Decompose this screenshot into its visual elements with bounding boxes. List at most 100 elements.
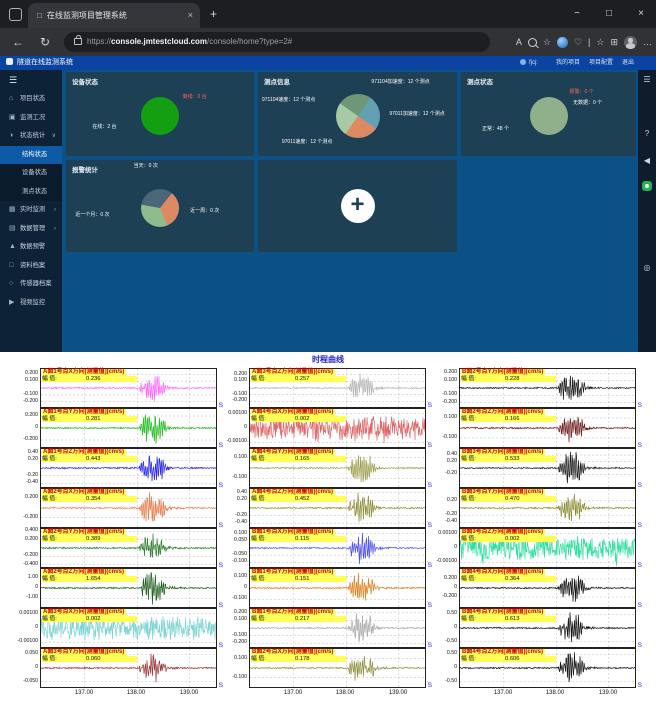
header-link-1[interactable]: 项目配置 [588,60,613,66]
profile-avatar[interactable] [624,35,637,49]
pie-label: 97011加速度：12 个测点 [389,110,445,117]
rail-apps-icon[interactable]: ◎ [643,263,651,272]
sidebar-item-2[interactable]: ◑ 状态统计 ∨ [0,127,62,146]
lock-icon [74,35,82,45]
chart-title: A面4号点Z方向[测量值](cm/s) [251,489,336,496]
browser-tab[interactable]: □ 在线监测项目管理系统 × [28,3,200,28]
sidebar-item-9[interactable]: □ 资料档案 [0,257,62,276]
url-domain: console.jmtestcloud.com [111,37,208,46]
chart-amplitude: 幅 值: 0.364 [461,575,556,582]
window-maximize-button[interactable]: □ [605,8,613,19]
y-tick-label: 0.100 [234,377,247,384]
chart-cell: 0.200 0 -0.200 A面1号点Y方向[测量值](cm/s) 幅 值: 0.281… [0,408,223,449]
x-axis-unit: S [427,562,432,569]
pie-chart-alarm-stats [141,188,179,227]
waveform-plot: B面1号点Y方向[测量值](cm/s) 幅 值: 0.151 S [249,568,432,609]
sidebar-item-4[interactable]: 设备状态 [0,164,62,183]
x-axis-unit: S [637,482,642,489]
tab-close-icon[interactable]: × [187,10,193,20]
y-tick-label: 0.100 [444,414,457,420]
sidebar-item-7[interactable]: ▤ 数据管理 › [0,220,62,239]
browser-essentials-icon[interactable]: ♡ [573,36,583,47]
tab-actions-icon[interactable] [9,8,22,21]
favorites-icon[interactable]: ☆ [542,36,551,47]
sidebar-item-1[interactable]: ▣ 监测工况 [0,109,62,128]
amplitude-label: 幅 值: [461,615,476,622]
read-aloud-icon[interactable]: A [515,37,522,47]
y-tick-label: 0 [454,664,457,670]
x-tick-label: 139.00 [388,690,408,696]
chart-title: A面1号点Y方向[测量值](cm/s) [42,409,127,416]
sidebar-collapse-icon[interactable]: ☰ [9,75,18,85]
x-axis-unit: S [427,442,432,449]
x-axis-unit: S [427,682,432,689]
user-label[interactable]: fjcj: [519,56,538,70]
sidebar-item-3[interactable]: 结构状态 [0,145,62,164]
rail-help-icon[interactable]: ? [644,129,650,138]
add-project-button[interactable]: + [340,189,375,223]
rail-audio-icon[interactable]: ◀ [643,156,651,165]
reload-button[interactable]: ↻ [40,35,51,49]
panel-point-status: 测点状态 报警：0 个无数据：0 个正常：48 个 [461,72,636,156]
search-icon[interactable] [527,37,537,47]
sidebar-item-6[interactable]: ▦ 实时监测 › [0,201,62,220]
waveform-plot: A面3号点Y方向[测量值](cm/s) 幅 值: 0.060 S [40,648,223,689]
sidebar-item-label: 数据管理 [20,224,46,232]
y-tick-label: 0.100 [234,654,247,661]
chart-title: A面1号点Z方向[测量值](cm/s) [42,449,127,456]
waveform-plot: A面3号点Z方向[测量值](cm/s) 幅 值: 0.257 S [249,368,432,409]
chart-title: B面2号点Y方向[测量值](cm/s) [461,369,546,376]
sidebar-item-icon: ▦ [9,206,16,213]
y-tick-label: 0 [244,584,247,590]
chart-cell: 0.050 0 -0.050 A面3号点Y方向[测量值](cm/s) 幅 值: 0.060… [0,648,223,689]
amplitude-label: 幅 值: [251,455,266,462]
url-prefix: https:// [87,37,112,46]
chart-title: A面3号点X方向[测量值](cm/s) [42,609,127,616]
panel-device-status: 设备状态 离线：0 台在线：2 台 [66,72,254,156]
sidebar-item-0[interactable]: ⌂ 项目状态 [0,90,62,109]
window-minimize-button[interactable]: − [574,8,580,19]
chart-amplitude: 幅 值: 0.002 [42,615,137,622]
waveform-plot: B面2号点Z方向[测量值](cm/s) 幅 值: 0.166 S [459,408,642,449]
chart-cell: 0.20 -0.20 -0.40 B面3号点Y方向[测量值](cm/s) 幅 值: 0.4… [419,488,642,529]
rail-menu-icon[interactable]: ☰ [643,75,651,84]
sidebar-item-11[interactable]: ▶ 视频监控 [0,294,62,313]
y-tick-label: 0 [244,424,247,430]
sidebar-item-5[interactable]: 测点状态 [0,182,62,201]
amplitude-value: 0.364 [505,575,520,582]
back-button[interactable]: ← [12,35,24,49]
waveform-plot: B面3号点X方向[测量值](cm/s) 幅 值: 0.533 S [459,448,642,489]
y-tick-label: -0.00100 [436,558,457,565]
y-tick-label: -0.100 [442,434,457,440]
amplitude-value: 0.002 [295,415,310,422]
extension-icon[interactable] [556,36,568,48]
favorites-bar-icon[interactable]: ☆ [596,36,605,47]
sidebar-item-10[interactable]: ○ 传感器档案 [0,275,62,294]
waveform-plot: B面1号点Z方向[测量值](cm/s) 幅 值: 0.217 S [249,608,432,649]
amplitude-label: 幅 值: [461,535,476,542]
rail-chat-icon[interactable] [638,181,656,193]
new-tab-button[interactable]: + [210,7,218,21]
chart-cell: 0.40 0.20 -0.20 -0.40 A面4号点Z方向[测量值](cm/s) 幅 值… [209,488,432,529]
amplitude-value: 0.002 [505,535,520,542]
y-tick-label: -0.400 [23,560,38,567]
panel-point-info: 测点信息 971104加速度：12 个测点 97011加速度：12 个测点 97011… [258,72,457,156]
window-close-button[interactable]: × [638,8,644,19]
chart-cell: 0.40 0.20 -0.20 B面3号点X方向[测量值](cm/s) 幅 值: 0.53… [419,448,642,489]
header-link-0[interactable]: 我的项目 [555,60,580,66]
settings-menu-icon[interactable]: … [643,37,652,47]
chart-title: A面3号点Z方向[测量值](cm/s) [251,369,336,376]
address-bar[interactable]: https://console.jmtestcloud.com/console/… [64,32,490,52]
y-tick-label: -0.20 [26,471,38,478]
y-tick-label: 0.40 [446,451,457,458]
sidebar-item-8[interactable]: ▲ 数据预警 [0,238,62,257]
sidebar-item-label: 实时监测 [20,206,46,213]
sidebar-item-icon: ▣ [9,113,16,121]
waveform-plot: A面1号点Y方向[测量值](cm/s) 幅 值: 0.281 S [40,408,223,449]
chart-cell: 0.200 0.100 -0.100 -0.200 A面3号点Z方向[测量值](cm/s… [209,368,432,409]
collections-icon[interactable]: ⊞ [610,36,618,47]
amplitude-label: 幅 值: [461,655,476,662]
chart-amplitude: 幅 值: 0.151 [251,575,346,582]
chart-cell: 0.200 -0.200 A面2号点X方向[测量值](cm/s) 幅 值: 0.354 S [0,488,223,529]
header-link-2[interactable]: 退出 [621,60,634,66]
